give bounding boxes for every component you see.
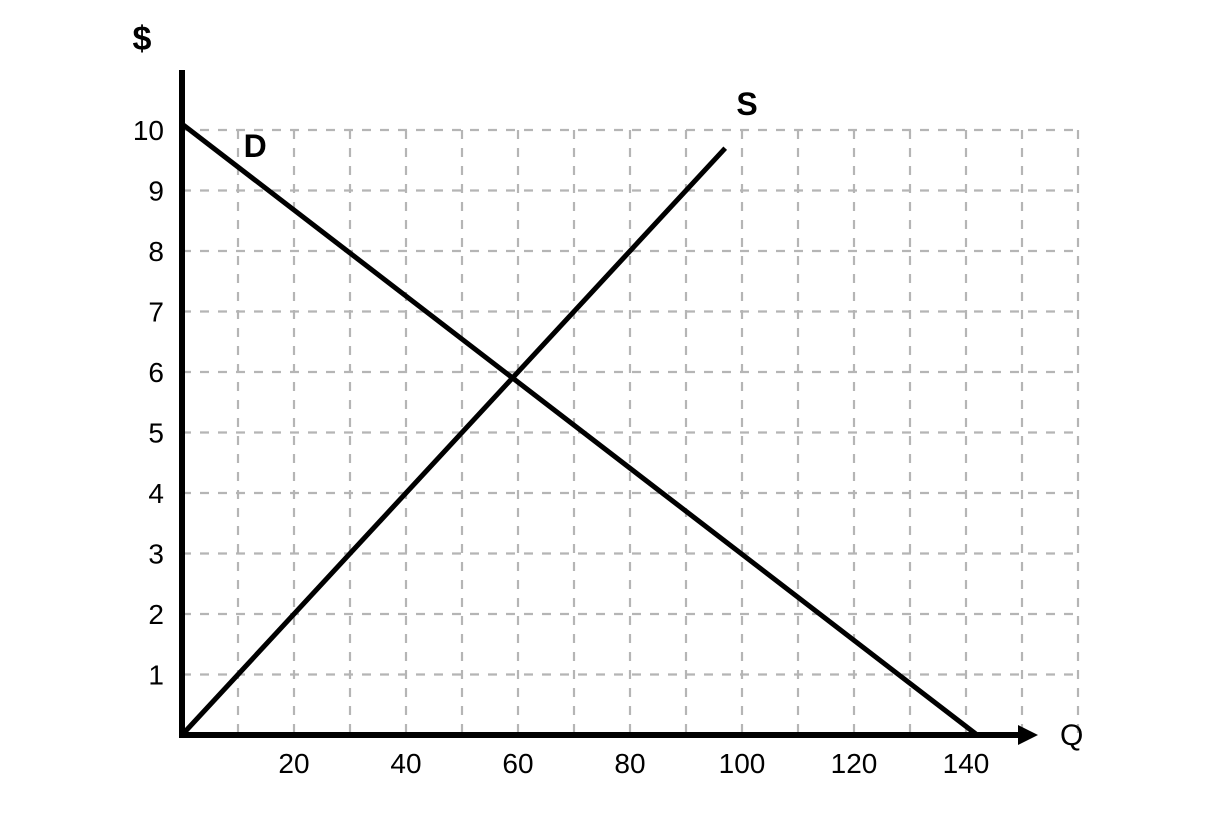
y-tick-label: 2 — [148, 599, 164, 630]
x-tick-label: 80 — [614, 748, 645, 779]
x-tick-label: 120 — [831, 748, 878, 779]
x-tick-label: 100 — [719, 748, 766, 779]
y-tick-label: 9 — [148, 176, 164, 207]
y-tick-label: 6 — [148, 357, 164, 388]
y-tick-label: 7 — [148, 297, 164, 328]
demand-label: D — [244, 128, 267, 164]
y-axis-label: $ — [133, 20, 152, 58]
y-tick-label: 1 — [148, 660, 164, 691]
y-tick-label: 5 — [148, 418, 164, 449]
supply-demand-chart: 20 40 60 80 100 120 140 1 2 3 4 5 6 7 8 9 10 $ Q D S — [0, 0, 1212, 824]
x-tick-label: 60 — [502, 748, 533, 779]
x-tick-label: 140 — [943, 748, 990, 779]
y-tick-label: 3 — [148, 539, 164, 570]
supply-label: S — [736, 86, 757, 122]
chart-svg: 20 40 60 80 100 120 140 1 2 3 4 5 6 7 8 9 10 $ Q D S — [0, 0, 1212, 824]
y-tick-label: 10 — [133, 115, 164, 146]
x-tick-label: 40 — [390, 748, 421, 779]
x-axis-label: Q — [1060, 719, 1083, 752]
y-tick-label: 4 — [148, 478, 164, 509]
x-tick-label: 20 — [278, 748, 309, 779]
y-tick-label: 8 — [148, 236, 164, 267]
